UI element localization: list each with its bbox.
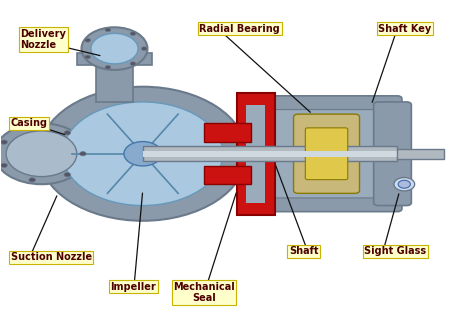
FancyBboxPatch shape: [96, 59, 133, 102]
FancyBboxPatch shape: [397, 148, 444, 159]
Circle shape: [105, 65, 111, 69]
Circle shape: [1, 163, 8, 167]
Text: Shaft Key: Shaft Key: [378, 24, 432, 34]
FancyBboxPatch shape: [204, 123, 251, 142]
Circle shape: [1, 140, 8, 144]
Circle shape: [85, 55, 91, 59]
FancyBboxPatch shape: [204, 166, 251, 184]
Text: Sight Glass: Sight Glass: [364, 246, 426, 256]
Circle shape: [105, 28, 111, 32]
Circle shape: [29, 126, 36, 130]
Circle shape: [85, 38, 91, 42]
FancyBboxPatch shape: [254, 109, 390, 198]
Text: Radial Bearing: Radial Bearing: [199, 24, 280, 34]
Circle shape: [394, 178, 415, 191]
Circle shape: [6, 131, 77, 177]
Circle shape: [39, 87, 246, 221]
Circle shape: [29, 178, 36, 182]
Circle shape: [0, 123, 89, 184]
FancyBboxPatch shape: [77, 53, 152, 65]
FancyBboxPatch shape: [143, 146, 397, 161]
Circle shape: [124, 142, 162, 166]
Text: Delivery
Nozzle: Delivery Nozzle: [20, 29, 66, 51]
FancyBboxPatch shape: [242, 96, 402, 212]
Circle shape: [63, 102, 223, 206]
Circle shape: [64, 173, 71, 177]
Circle shape: [80, 152, 86, 156]
FancyBboxPatch shape: [293, 114, 359, 193]
Circle shape: [141, 47, 147, 51]
Text: Mechanical
Seal: Mechanical Seal: [173, 282, 235, 303]
FancyBboxPatch shape: [305, 128, 348, 180]
Circle shape: [130, 62, 136, 65]
FancyBboxPatch shape: [374, 102, 411, 206]
Text: Suction Nozzle: Suction Nozzle: [11, 252, 92, 262]
FancyBboxPatch shape: [246, 105, 265, 202]
FancyBboxPatch shape: [143, 151, 397, 157]
Text: Shaft: Shaft: [289, 246, 319, 256]
Circle shape: [130, 32, 136, 35]
FancyBboxPatch shape: [237, 93, 275, 215]
Circle shape: [91, 33, 138, 64]
Circle shape: [82, 27, 147, 70]
Text: Casing: Casing: [11, 118, 48, 128]
Circle shape: [398, 180, 410, 188]
Text: Impeller: Impeller: [110, 282, 156, 292]
Circle shape: [64, 131, 71, 135]
